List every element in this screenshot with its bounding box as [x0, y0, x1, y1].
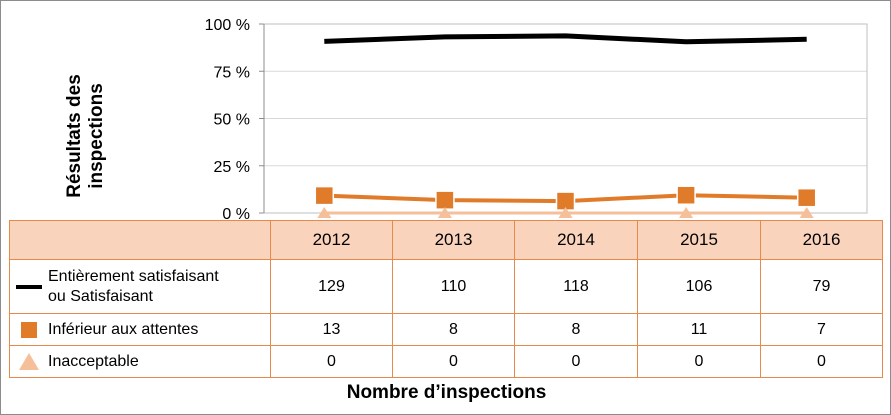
legend-entry: Entièrement satisfaisant ou Satisfaisant	[9, 259, 271, 314]
data-point-triangle	[799, 207, 814, 218]
year-header: 2016	[760, 220, 883, 260]
data-point-square	[435, 190, 455, 210]
y-tick-label: 50 %	[214, 112, 250, 129]
count-cell: 118	[514, 259, 638, 314]
year-header: 2012	[270, 220, 393, 260]
table-corner-cell	[9, 220, 271, 260]
y-tick-label: 25 %	[214, 159, 250, 176]
y-tick-label: 0 %	[222, 206, 250, 223]
series-line	[324, 33, 807, 45]
count-cell: 0	[270, 345, 393, 378]
count-cell: 0	[760, 345, 883, 378]
legend-label: Inférieur aux attentes	[48, 320, 199, 338]
count-cell: 8	[392, 313, 515, 346]
data-point-square	[796, 187, 817, 208]
data-point-square	[314, 185, 335, 206]
y-axis-label-line-2: inspections	[86, 83, 107, 189]
year-header: 2014	[514, 220, 638, 260]
table-row: Inacceptable 0 0 0 0 0	[9, 345, 883, 378]
data-point-triangle	[679, 207, 694, 218]
count-cell: 129	[270, 259, 393, 314]
table-row: Entièrement satisfaisant ou Satisfaisant…	[9, 259, 883, 314]
data-table: 2012 2013 2014 2015 2016 Entièrement sat…	[9, 220, 883, 378]
count-cell: 8	[514, 313, 638, 346]
square-legend-icon	[16, 320, 42, 340]
x-axis-label: Nombre d’inspections	[346, 382, 547, 403]
y-axis-label: Résultats des inspections	[56, 71, 116, 201]
count-cell: 110	[392, 259, 515, 314]
line-legend-icon	[16, 277, 42, 297]
count-cell: 13	[270, 313, 393, 346]
count-cell: 11	[637, 313, 761, 346]
count-cell: 0	[514, 345, 638, 378]
count-cell: 79	[760, 259, 883, 314]
year-header: 2013	[392, 220, 515, 260]
table-header-row: 2012 2013 2014 2015 2016	[9, 220, 883, 260]
count-cell: 106	[637, 259, 761, 314]
count-cell: 0	[392, 345, 515, 378]
table-row: Inférieur aux attentes 13 8 8 11 7	[9, 313, 883, 346]
legend-label: Inacceptable	[48, 352, 139, 370]
data-point-square	[676, 185, 696, 205]
year-header: 2015	[637, 220, 761, 260]
y-axis-label-line-1: Résultats des	[64, 74, 85, 198]
count-cell: 0	[637, 345, 761, 378]
legend-entry: Inacceptable	[9, 345, 271, 378]
data-point-triangle	[558, 207, 573, 218]
legend-label-line-2: ou Satisfaisant	[48, 287, 153, 305]
y-tick-label: 100 %	[205, 17, 250, 34]
triangle-legend-icon	[16, 352, 42, 372]
y-tick-label: 75 %	[214, 64, 250, 81]
legend-label-line-1: Entièrement satisfaisant	[48, 267, 219, 285]
line-chart-plot: 0 % 25 % 50 % 75 % 100 %	[205, 17, 868, 223]
legend-entry: Inférieur aux attentes	[9, 313, 271, 346]
data-point-triangle	[437, 207, 452, 218]
count-cell: 7	[760, 313, 883, 346]
data-point-triangle	[317, 207, 332, 218]
